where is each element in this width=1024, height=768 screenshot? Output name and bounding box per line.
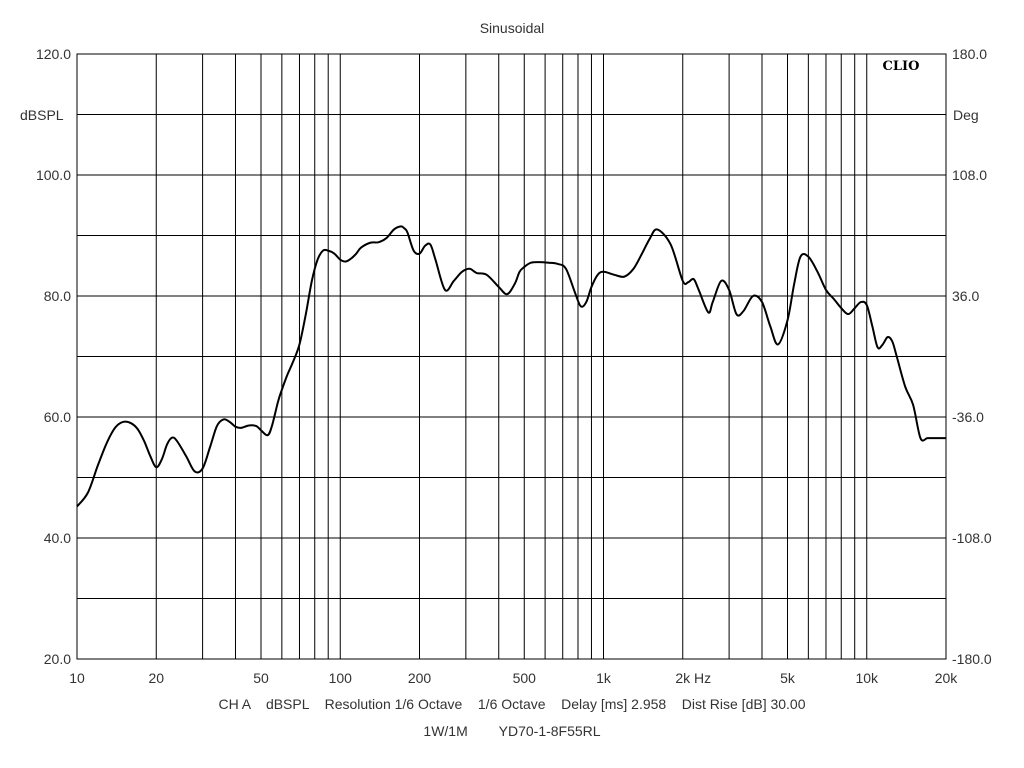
clio-watermark: CLIO (883, 59, 920, 74)
x-tick-label: 20k (935, 670, 959, 686)
y-tick-label: 40.0 (44, 530, 71, 546)
footer-unit: dBSPL (265, 696, 310, 712)
x-tick-label: 10k (855, 670, 879, 686)
x-axis-label: Hz (694, 670, 711, 686)
y-tick-label: 20.0 (44, 651, 71, 667)
frequency-response-chart: Sinusoidal 20.0 40.0 60.0 80.0 100.0 120.0 -18… (20, 20, 992, 686)
y2-tick-label: 36.0 (952, 288, 979, 304)
y-axis-label: dBSPL (20, 107, 64, 123)
y2-tick-label: -36.0 (952, 409, 984, 425)
y-tick-label: 100.0 (36, 167, 71, 183)
footer-line-2: 1W/1M YD70-1-8F55RL (0, 723, 1024, 739)
chart-title: Sinusoidal (480, 20, 545, 36)
x-tick-label: 2k (675, 670, 691, 686)
tick-labels: 20.0 40.0 60.0 80.0 100.0 120.0 -180.0 -108.0 -3… (36, 46, 992, 686)
x-tick-label: 20 (148, 670, 164, 686)
x-tick-label: 5k (780, 670, 796, 686)
y2-axis-label: Deg (953, 107, 979, 123)
footer-channel: CH A (218, 696, 251, 712)
y-tick-label: 120.0 (36, 46, 71, 62)
y-tick-label: 60.0 (44, 409, 71, 425)
clio-watermark-bg (877, 56, 921, 74)
plot-frame (76, 53, 947, 660)
footer-resolution: Resolution 1/6 Octave (324, 696, 463, 712)
spl-response-line (76, 225, 946, 508)
footer-dist-rise: Dist Rise [dB] 30.00 (681, 696, 806, 712)
y2-tick-label: -180.0 (952, 651, 992, 667)
y2-tick-label: 180.0 (952, 46, 987, 62)
x-tick-label: 10 (69, 670, 85, 686)
y2-tick-label: 108.0 (952, 167, 987, 183)
x-tick-label: 500 (513, 670, 537, 686)
x-tick-label: 1k (596, 670, 612, 686)
footer-smoothing: 1/6 Octave (477, 696, 546, 712)
x-tick-label: 200 (408, 670, 432, 686)
y2-tick-label: -108.0 (952, 530, 992, 546)
grid (76, 54, 947, 659)
footer-line-1: CH A dBSPL Resolution 1/6 Octave 1/6 Oct… (0, 696, 1024, 712)
footer-level: 1W/1M (423, 723, 468, 739)
x-tick-label: 50 (253, 670, 269, 686)
x-tick-label: 100 (329, 670, 353, 686)
footer-model: YD70-1-8F55RL (498, 723, 601, 739)
footer-delay: Delay [ms] 2.958 (561, 696, 667, 712)
y-tick-label: 80.0 (44, 288, 71, 304)
curve-layer (76, 225, 946, 508)
